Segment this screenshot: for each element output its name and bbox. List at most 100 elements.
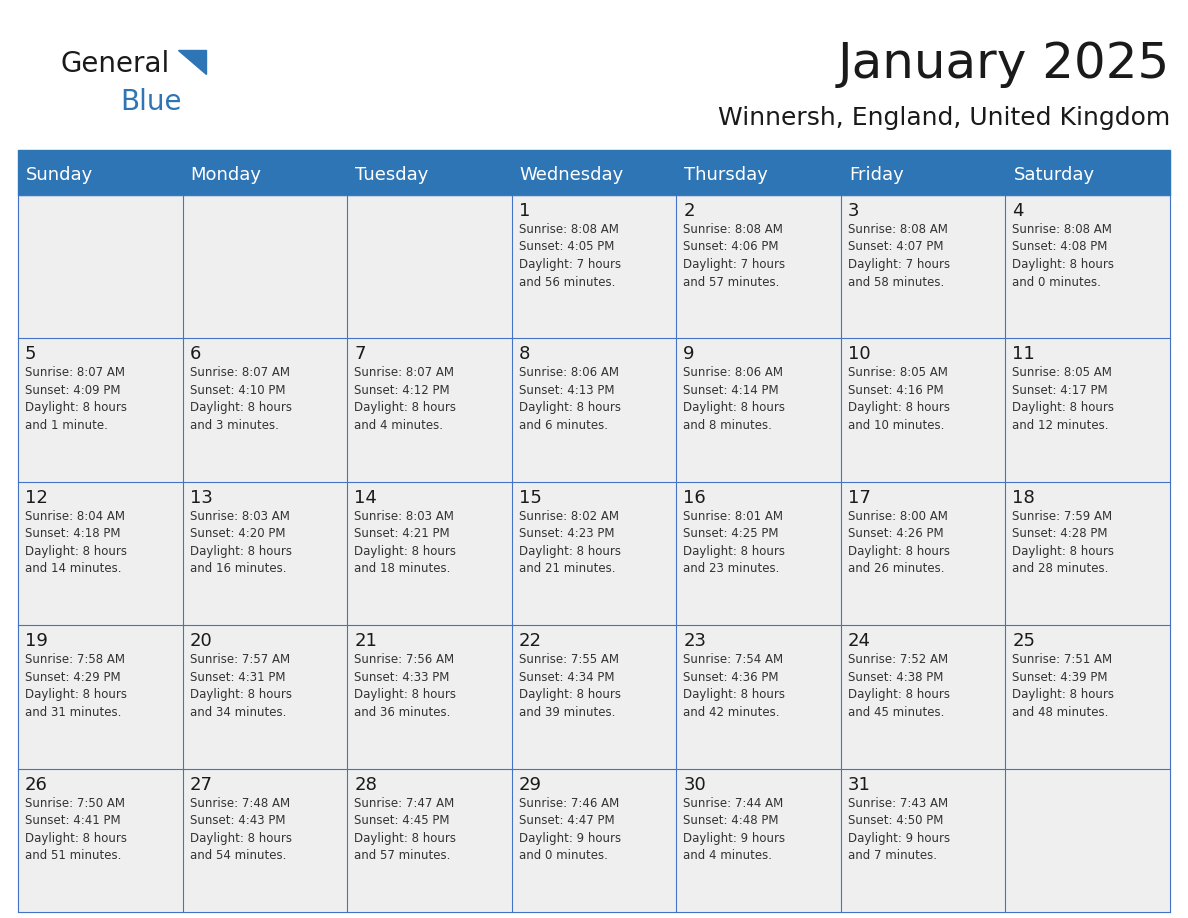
Text: Sunrise: 8:07 AM
Sunset: 4:09 PM
Daylight: 8 hours
and 1 minute.: Sunrise: 8:07 AM Sunset: 4:09 PM Dayligh… [25, 366, 127, 431]
Text: Sunrise: 8:00 AM
Sunset: 4:26 PM
Daylight: 8 hours
and 26 minutes.: Sunrise: 8:00 AM Sunset: 4:26 PM Dayligh… [848, 509, 950, 576]
Bar [676, 339, 841, 482]
Bar [841, 625, 1005, 768]
Text: 21: 21 [354, 633, 377, 650]
Bar [676, 482, 841, 625]
Text: Sunrise: 8:07 AM
Sunset: 4:12 PM
Daylight: 8 hours
and 4 minutes.: Sunrise: 8:07 AM Sunset: 4:12 PM Dayligh… [354, 366, 456, 431]
Text: 1: 1 [519, 202, 530, 220]
Text: Sunrise: 7:43 AM
Sunset: 4:50 PM
Daylight: 9 hours
and 7 minutes.: Sunrise: 7:43 AM Sunset: 4:50 PM Dayligh… [848, 797, 950, 862]
Text: 8: 8 [519, 345, 530, 364]
Text: 9: 9 [683, 345, 695, 364]
Text: Sunrise: 7:55 AM
Sunset: 4:34 PM
Daylight: 8 hours
and 39 minutes.: Sunrise: 7:55 AM Sunset: 4:34 PM Dayligh… [519, 654, 620, 719]
Text: Sunrise: 8:05 AM
Sunset: 4:17 PM
Daylight: 8 hours
and 12 minutes.: Sunrise: 8:05 AM Sunset: 4:17 PM Dayligh… [1012, 366, 1114, 431]
Bar [18, 150, 1170, 155]
Text: 24: 24 [848, 633, 871, 650]
Bar [676, 625, 841, 768]
Text: 22: 22 [519, 633, 542, 650]
Text: 4: 4 [1012, 202, 1024, 220]
Text: Sunrise: 8:07 AM
Sunset: 4:10 PM
Daylight: 8 hours
and 3 minutes.: Sunrise: 8:07 AM Sunset: 4:10 PM Dayligh… [190, 366, 291, 431]
Text: Sunrise: 7:54 AM
Sunset: 4:36 PM
Daylight: 8 hours
and 42 minutes.: Sunrise: 7:54 AM Sunset: 4:36 PM Dayligh… [683, 654, 785, 719]
Text: Monday: Monday [190, 166, 261, 184]
Text: Sunrise: 8:03 AM
Sunset: 4:20 PM
Daylight: 8 hours
and 16 minutes.: Sunrise: 8:03 AM Sunset: 4:20 PM Dayligh… [190, 509, 291, 576]
Text: Sunrise: 7:57 AM
Sunset: 4:31 PM
Daylight: 8 hours
and 34 minutes.: Sunrise: 7:57 AM Sunset: 4:31 PM Dayligh… [190, 654, 291, 719]
Text: Sunrise: 8:02 AM
Sunset: 4:23 PM
Daylight: 8 hours
and 21 minutes.: Sunrise: 8:02 AM Sunset: 4:23 PM Dayligh… [519, 509, 620, 576]
Text: Sunrise: 8:08 AM
Sunset: 4:05 PM
Daylight: 7 hours
and 56 minutes.: Sunrise: 8:08 AM Sunset: 4:05 PM Dayligh… [519, 223, 621, 288]
Text: Sunrise: 8:01 AM
Sunset: 4:25 PM
Daylight: 8 hours
and 23 minutes.: Sunrise: 8:01 AM Sunset: 4:25 PM Dayligh… [683, 509, 785, 576]
Polygon shape [178, 50, 206, 74]
Bar [676, 768, 841, 912]
Text: Sunrise: 8:08 AM
Sunset: 4:06 PM
Daylight: 7 hours
and 57 minutes.: Sunrise: 8:08 AM Sunset: 4:06 PM Dayligh… [683, 223, 785, 288]
Text: Sunrise: 8:04 AM
Sunset: 4:18 PM
Daylight: 8 hours
and 14 minutes.: Sunrise: 8:04 AM Sunset: 4:18 PM Dayligh… [25, 509, 127, 576]
Text: Winnersh, England, United Kingdom: Winnersh, England, United Kingdom [718, 106, 1170, 130]
Text: Friday: Friday [849, 166, 904, 184]
Bar [1005, 339, 1170, 482]
Text: Tuesday: Tuesday [355, 166, 429, 184]
Text: 30: 30 [683, 776, 706, 793]
Bar [347, 195, 512, 339]
Text: Sunrise: 7:47 AM
Sunset: 4:45 PM
Daylight: 8 hours
and 57 minutes.: Sunrise: 7:47 AM Sunset: 4:45 PM Dayligh… [354, 797, 456, 862]
Text: Sunrise: 7:50 AM
Sunset: 4:41 PM
Daylight: 8 hours
and 51 minutes.: Sunrise: 7:50 AM Sunset: 4:41 PM Dayligh… [25, 797, 127, 862]
Text: Sunday: Sunday [26, 166, 93, 184]
Text: 14: 14 [354, 488, 377, 507]
Bar [183, 482, 347, 625]
Text: 28: 28 [354, 776, 377, 793]
Text: Wednesday: Wednesday [519, 166, 624, 184]
Text: Sunrise: 7:58 AM
Sunset: 4:29 PM
Daylight: 8 hours
and 31 minutes.: Sunrise: 7:58 AM Sunset: 4:29 PM Dayligh… [25, 654, 127, 719]
Bar [512, 339, 676, 482]
Bar [347, 625, 512, 768]
Text: Saturday: Saturday [1013, 166, 1094, 184]
Text: 23: 23 [683, 633, 707, 650]
Bar [512, 625, 676, 768]
Bar [841, 195, 1005, 339]
Bar [347, 482, 512, 625]
Bar [841, 768, 1005, 912]
Bar [183, 339, 347, 482]
Bar [183, 195, 347, 339]
Bar [1005, 482, 1170, 625]
Text: 20: 20 [190, 633, 213, 650]
Text: Sunrise: 7:46 AM
Sunset: 4:47 PM
Daylight: 9 hours
and 0 minutes.: Sunrise: 7:46 AM Sunset: 4:47 PM Dayligh… [519, 797, 621, 862]
Text: Sunrise: 7:51 AM
Sunset: 4:39 PM
Daylight: 8 hours
and 48 minutes.: Sunrise: 7:51 AM Sunset: 4:39 PM Dayligh… [1012, 654, 1114, 719]
Bar [18, 768, 183, 912]
Text: 19: 19 [25, 633, 48, 650]
Bar [841, 339, 1005, 482]
Text: 2: 2 [683, 202, 695, 220]
Bar [18, 339, 183, 482]
Text: Sunrise: 7:44 AM
Sunset: 4:48 PM
Daylight: 9 hours
and 4 minutes.: Sunrise: 7:44 AM Sunset: 4:48 PM Dayligh… [683, 797, 785, 862]
Text: Sunrise: 7:48 AM
Sunset: 4:43 PM
Daylight: 8 hours
and 54 minutes.: Sunrise: 7:48 AM Sunset: 4:43 PM Dayligh… [190, 797, 291, 862]
Text: Sunrise: 7:56 AM
Sunset: 4:33 PM
Daylight: 8 hours
and 36 minutes.: Sunrise: 7:56 AM Sunset: 4:33 PM Dayligh… [354, 654, 456, 719]
Text: 10: 10 [848, 345, 871, 364]
Text: 5: 5 [25, 345, 37, 364]
Bar [18, 155, 1170, 195]
Text: Blue: Blue [120, 88, 182, 116]
Text: 3: 3 [848, 202, 859, 220]
Bar [512, 195, 676, 339]
Bar [512, 768, 676, 912]
Text: 31: 31 [848, 776, 871, 793]
Text: Sunrise: 8:08 AM
Sunset: 4:08 PM
Daylight: 8 hours
and 0 minutes.: Sunrise: 8:08 AM Sunset: 4:08 PM Dayligh… [1012, 223, 1114, 288]
Text: 17: 17 [848, 488, 871, 507]
Text: 29: 29 [519, 776, 542, 793]
Text: 26: 26 [25, 776, 48, 793]
Text: Sunrise: 8:06 AM
Sunset: 4:14 PM
Daylight: 8 hours
and 8 minutes.: Sunrise: 8:06 AM Sunset: 4:14 PM Dayligh… [683, 366, 785, 431]
Text: Sunrise: 8:06 AM
Sunset: 4:13 PM
Daylight: 8 hours
and 6 minutes.: Sunrise: 8:06 AM Sunset: 4:13 PM Dayligh… [519, 366, 620, 431]
Text: Thursday: Thursday [684, 166, 769, 184]
Text: 13: 13 [190, 488, 213, 507]
Text: 25: 25 [1012, 633, 1036, 650]
Text: January 2025: January 2025 [838, 40, 1170, 88]
Bar [1005, 768, 1170, 912]
Text: Sunrise: 8:08 AM
Sunset: 4:07 PM
Daylight: 7 hours
and 58 minutes.: Sunrise: 8:08 AM Sunset: 4:07 PM Dayligh… [848, 223, 950, 288]
Text: 16: 16 [683, 488, 706, 507]
Bar [183, 625, 347, 768]
Text: 27: 27 [190, 776, 213, 793]
Bar [347, 339, 512, 482]
Text: Sunrise: 7:59 AM
Sunset: 4:28 PM
Daylight: 8 hours
and 28 minutes.: Sunrise: 7:59 AM Sunset: 4:28 PM Dayligh… [1012, 509, 1114, 576]
Text: 6: 6 [190, 345, 201, 364]
Bar [512, 482, 676, 625]
Text: 12: 12 [25, 488, 48, 507]
Bar [841, 482, 1005, 625]
Text: 18: 18 [1012, 488, 1035, 507]
Bar [18, 195, 183, 339]
Text: 7: 7 [354, 345, 366, 364]
Bar [1005, 625, 1170, 768]
Bar [183, 768, 347, 912]
